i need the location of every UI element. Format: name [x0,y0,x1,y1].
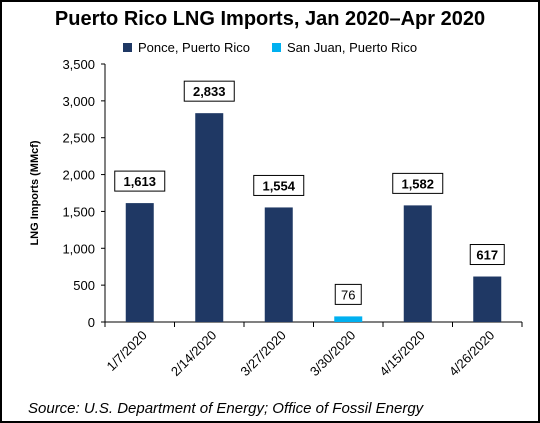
x-tick-label: 3/30/2020 [307,328,359,380]
data-label: 1,554 [262,178,295,193]
y-tick-label: 1,000 [62,241,95,256]
legend-label-san-juan: San Juan, Puerto Rico [286,40,418,55]
bar [264,207,293,322]
data-label-box [183,80,235,102]
bar [195,113,224,323]
data-label-box [469,244,505,266]
bar [125,203,154,322]
bar [334,316,363,322]
data-label-box [334,283,362,305]
x-tick-label: 2/14/2020 [168,328,220,380]
legend: Ponce, Puerto Rico San Juan, Puerto Rico [2,40,538,55]
bar [403,205,432,322]
y-tick-label: 1,500 [62,204,95,219]
data-label-box [253,174,305,196]
y-tick-label: 2,500 [62,131,95,146]
y-tick-label: 2,000 [62,168,95,183]
bar [473,276,502,322]
data-label: 1,582 [401,176,434,191]
y-tick-label: 3,500 [62,57,95,72]
x-tick-label: 1/7/2020 [103,328,149,374]
data-label: 76 [341,287,355,302]
data-label-box [392,172,444,194]
legend-item-ponce: Ponce, Puerto Rico [122,40,250,55]
data-label-box [114,170,166,192]
source-note: Source: U.S. Department of Energy; Offic… [28,400,424,417]
y-tick-label: 3,000 [62,94,95,109]
y-axis-title: LNG Imports (MMcf) [29,140,41,245]
y-tick-label: 0 [88,315,95,330]
legend-item-san-juan: San Juan, Puerto Rico [271,40,418,55]
data-label: 1,613 [123,174,156,189]
y-tick-label: 500 [73,278,95,293]
legend-swatch-ponce [122,43,132,52]
x-tick-label: 3/27/2020 [237,328,289,380]
legend-swatch-san-juan [271,43,281,52]
x-tick-label: 4/15/2020 [376,328,428,380]
x-tick-label: 4/26/2020 [446,328,498,380]
data-label: 2,833 [193,84,226,99]
chart-title: Puerto Rico LNG Imports, Jan 2020–Apr 20… [54,8,486,30]
data-label: 617 [476,248,498,263]
legend-label-ponce: Ponce, Puerto Rico [137,40,250,55]
